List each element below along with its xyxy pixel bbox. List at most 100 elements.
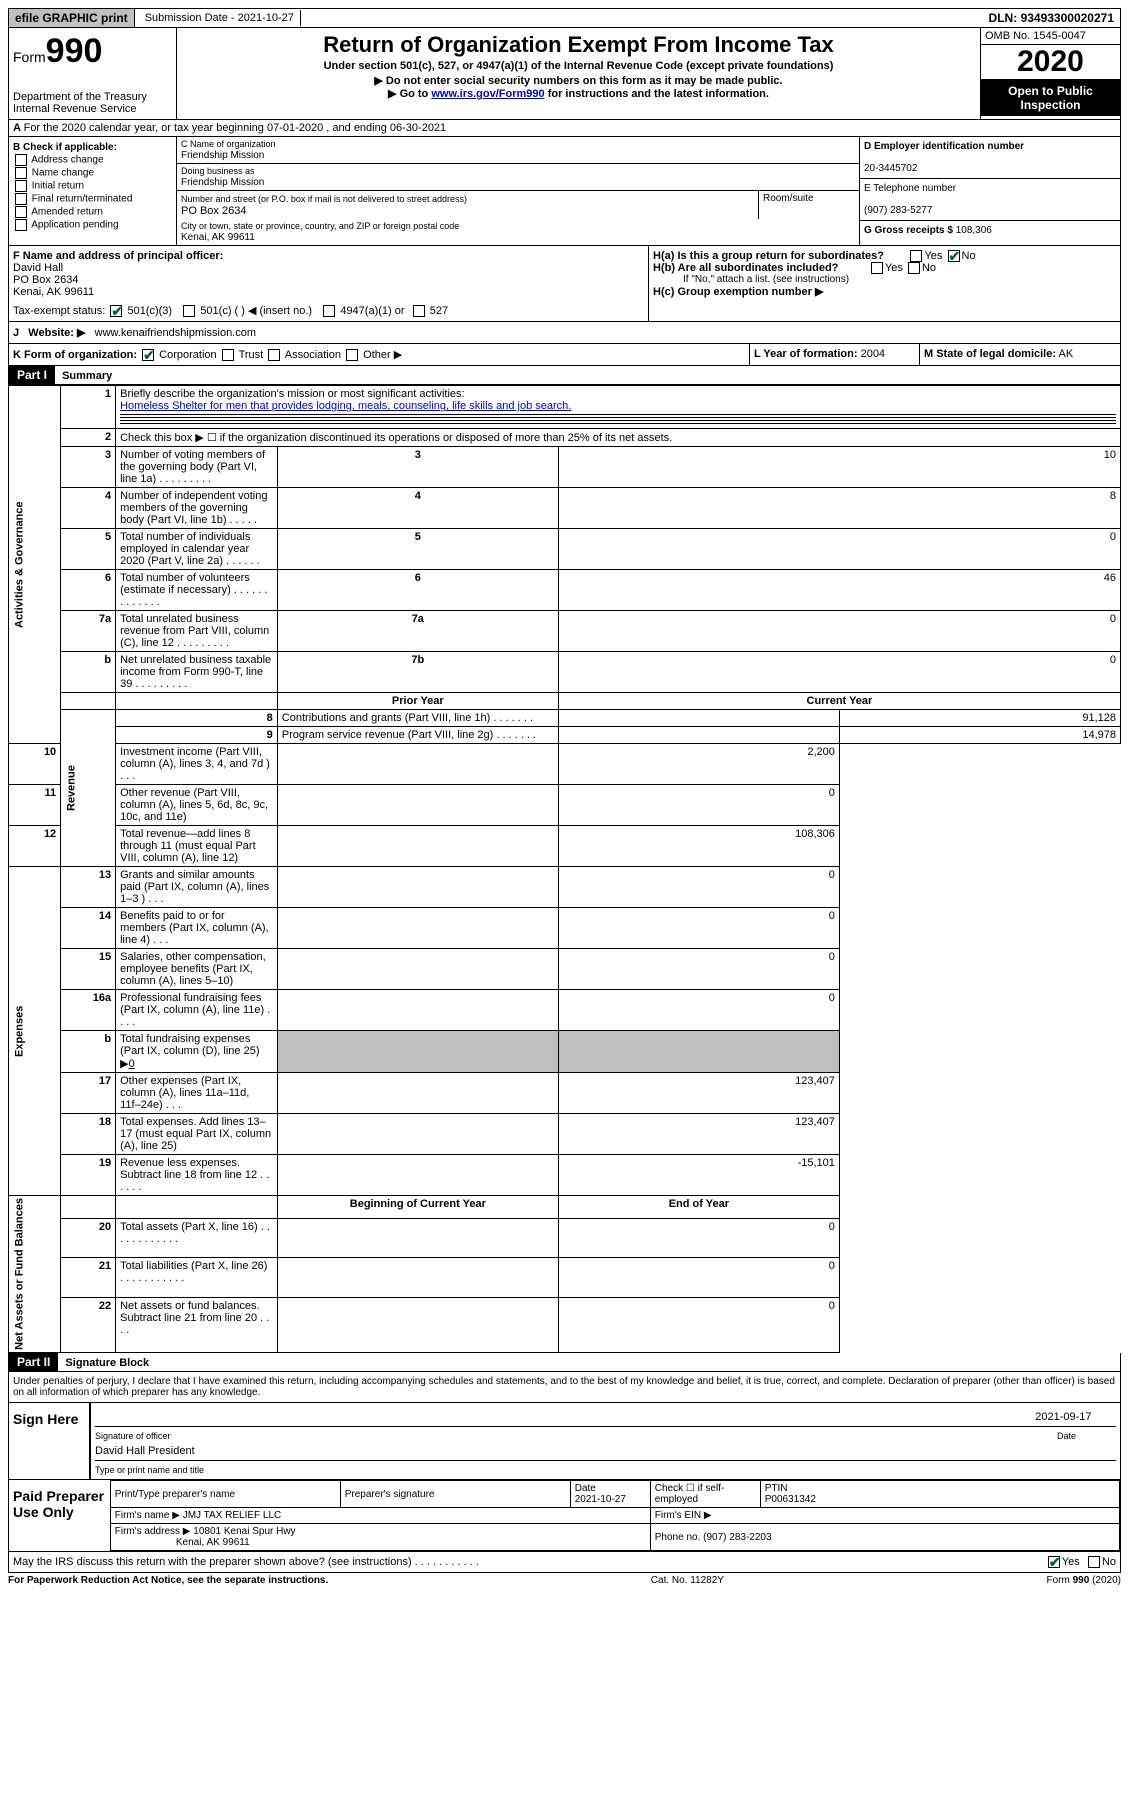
prep-date: 2021-10-27 [575, 1494, 626, 1505]
cb-amended[interactable] [15, 206, 27, 218]
paid-preparer-label: Paid Preparer Use Only [9, 1480, 110, 1551]
phone-value: (907) 283-5277 [864, 205, 932, 216]
val-11: 0 [558, 785, 839, 826]
val-13: 0 [558, 867, 839, 908]
cb-501c[interactable] [183, 305, 195, 317]
val-20: 0 [558, 1219, 839, 1258]
val-5: 0 [558, 529, 1120, 570]
cb-hb-no[interactable] [908, 262, 920, 274]
val-14: 0 [558, 908, 839, 949]
val-22: 0 [558, 1297, 839, 1352]
officer-printed-name: David Hall President [95, 1445, 1116, 1460]
side-activities: Activities & Governance [9, 386, 61, 744]
col-c-name-address: C Name of organizationFriendship Mission… [177, 137, 860, 245]
ssn-warning: ▶ Do not enter social security numbers o… [181, 74, 976, 87]
dept-treasury: Department of the TreasuryInternal Reven… [13, 91, 172, 115]
val-8: 91,128 [839, 710, 1120, 727]
row-k-form-org: K Form of organization: Corporation Trus… [8, 344, 1121, 366]
side-revenue: Revenue [61, 710, 116, 867]
ptin-value: P00631342 [765, 1494, 816, 1505]
cb-527[interactable] [413, 305, 425, 317]
dln-field: DLN: 93493300020271 [983, 9, 1120, 27]
cb-discuss-no[interactable] [1088, 1556, 1100, 1568]
cb-association[interactable] [268, 349, 280, 361]
val-10: 2,200 [558, 744, 839, 785]
cb-discuss-yes[interactable] [1048, 1556, 1060, 1568]
ein-value: 20-3445702 [864, 163, 917, 174]
cb-application-pending[interactable] [15, 219, 27, 231]
gross-receipts: 108,306 [956, 225, 992, 236]
cb-corporation[interactable] [142, 349, 154, 361]
cb-name-change[interactable] [15, 167, 27, 179]
form-header: Form990 Department of the TreasuryIntern… [8, 28, 1121, 120]
open-to-public: Open to PublicInspection [981, 80, 1120, 116]
officer-addr1: PO Box 2634 [13, 274, 78, 286]
omb-number: OMB No. 1545-0047 [981, 28, 1120, 45]
val-4: 8 [558, 488, 1120, 529]
col-d-ein-phone: D Employer identification number20-34457… [860, 137, 1120, 245]
val-3: 10 [558, 447, 1120, 488]
firm-addr1: 10801 Kenai Spur Hwy [193, 1526, 295, 1537]
header-title-block: Return of Organization Exempt From Incom… [177, 28, 980, 119]
discuss-row: May the IRS discuss this return with the… [9, 1551, 1120, 1572]
submission-label: Submission Date - 2021-10-27 [139, 10, 301, 26]
part2-header: Part II Signature Block [8, 1353, 1121, 1372]
val-17: 123,407 [558, 1073, 839, 1114]
sig-date-value: 2021-09-17 [1035, 1411, 1091, 1426]
form-title: Return of Organization Exempt From Incom… [181, 32, 976, 58]
pra-notice: For Paperwork Reduction Act Notice, see … [8, 1575, 328, 1586]
cb-501c3[interactable] [110, 305, 122, 317]
officer-name: David Hall [13, 262, 63, 274]
mission-text: Homeless Shelter for men that provides l… [120, 400, 571, 412]
cb-initial-return[interactable] [15, 180, 27, 192]
signature-block: Under penalties of perjury, I declare th… [8, 1372, 1121, 1573]
val-12: 108,306 [558, 826, 839, 867]
form-990-page: efile GRAPHIC print Submission Date - 20… [0, 0, 1129, 1596]
firm-name: JMJ TAX RELIEF LLC [183, 1510, 282, 1521]
val-19: -15,101 [558, 1155, 839, 1196]
summary-table: Activities & Governance 1 Briefly descri… [8, 385, 1121, 1353]
self-employed-check[interactable]: Check ☐ if self-employed [650, 1481, 760, 1508]
val-9: 14,978 [839, 727, 1120, 744]
cb-final-return[interactable] [15, 193, 27, 205]
org-name: Friendship Mission [181, 150, 264, 161]
cb-ha-no[interactable] [948, 250, 960, 262]
efile-button[interactable]: efile GRAPHIC print [9, 9, 135, 27]
preparer-table: Print/Type preparer's name Preparer's si… [110, 1480, 1120, 1551]
val-21: 0 [558, 1258, 839, 1297]
cb-trust[interactable] [222, 349, 234, 361]
officer-addr2: Kenai, AK 99611 [13, 286, 94, 298]
header-right: OMB No. 1545-0047 2020 Open to PublicIns… [980, 28, 1120, 119]
room-suite: Room/suite [759, 191, 859, 219]
form-subtitle: Under section 501(c), 527, or 4947(a)(1)… [181, 60, 976, 72]
cb-ha-yes[interactable] [910, 250, 922, 262]
irs-link[interactable]: www.irs.gov/Form990 [431, 88, 544, 100]
cb-other[interactable] [346, 349, 358, 361]
city-state-zip: Kenai, AK 99611 [181, 232, 255, 243]
dba-name: Friendship Mission [181, 177, 264, 188]
website-value: www.kenaifriendshipmission.com [95, 327, 256, 339]
state-domicile: AK [1058, 348, 1073, 360]
entity-block: B Check if applicable: Address change Na… [8, 137, 1121, 246]
firm-addr2: Kenai, AK 99611 [176, 1537, 250, 1548]
cb-address-change[interactable] [15, 154, 27, 166]
val-15: 0 [558, 949, 839, 990]
year-formation: 2004 [861, 348, 885, 360]
instructions-link-row: ▶ Go to www.irs.gov/Form990 for instruct… [181, 87, 976, 100]
cb-hb-yes[interactable] [871, 262, 883, 274]
row-fgh: F Name and address of principal officer:… [8, 246, 1121, 322]
street-address: PO Box 2634 [181, 205, 246, 217]
side-expenses: Expenses [9, 867, 61, 1196]
form-footer: Form 990 (2020) [1047, 1575, 1121, 1586]
header-left: Form990 Department of the TreasuryIntern… [9, 28, 177, 119]
val-7b: 0 [558, 652, 1120, 693]
sign-here-label: Sign Here [9, 1403, 89, 1479]
side-netassets: Net Assets or Fund Balances [9, 1196, 61, 1353]
val-16a: 0 [558, 990, 839, 1031]
firm-phone: (907) 283-2203 [703, 1532, 771, 1543]
footer: For Paperwork Reduction Act Notice, see … [8, 1573, 1121, 1588]
form-number: Form990 [13, 32, 172, 71]
val-16b: 0 [129, 1058, 135, 1070]
cb-4947[interactable] [323, 305, 335, 317]
top-bar: efile GRAPHIC print Submission Date - 20… [8, 8, 1121, 28]
